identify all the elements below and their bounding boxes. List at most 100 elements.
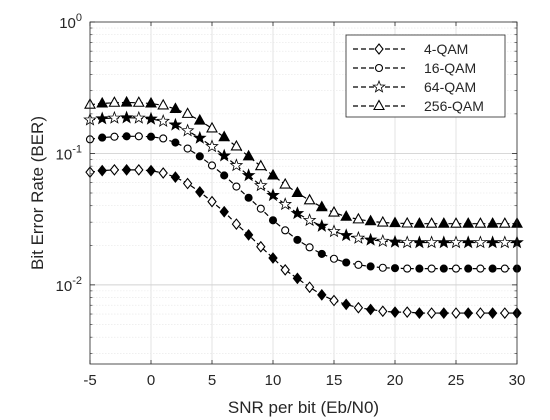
data-point xyxy=(146,164,156,177)
data-point xyxy=(329,294,339,307)
data-point xyxy=(121,163,132,176)
data-point xyxy=(256,204,265,213)
data-point xyxy=(439,264,448,273)
x-axis-label: SNR per bit (Eb/N0) xyxy=(228,398,379,417)
x-tick-label: -5 xyxy=(83,372,96,389)
data-point xyxy=(390,306,400,319)
data-point xyxy=(439,307,449,319)
data-point xyxy=(110,132,119,141)
legend-label: 256-QAM xyxy=(424,98,484,114)
ticks: -5 0 5 10 15 20 25 30 100 10-1 10-2 xyxy=(56,12,526,389)
data-point xyxy=(291,186,304,198)
data-point xyxy=(389,216,401,228)
data-point xyxy=(120,95,133,107)
data-point xyxy=(339,228,354,242)
series-layer xyxy=(83,95,524,319)
data-point xyxy=(268,216,278,225)
x-tick-label: 25 xyxy=(448,372,465,389)
data-point xyxy=(168,117,183,131)
x-tick-label: 0 xyxy=(147,372,155,389)
data-point xyxy=(476,264,485,273)
data-point xyxy=(217,148,232,162)
data-point xyxy=(302,213,317,227)
data-point xyxy=(242,149,255,161)
data-point xyxy=(158,167,168,179)
data-point xyxy=(327,224,341,238)
legend-label: 64-QAM xyxy=(424,79,476,95)
legend-entry: 4-QAM xyxy=(353,41,468,57)
data-point xyxy=(485,235,500,249)
x-tick-label: 15 xyxy=(326,372,343,389)
data-point xyxy=(426,307,437,319)
legend: 4-QAM 16-QAM 64-QAM 256-QAM xyxy=(345,34,506,118)
data-point xyxy=(232,182,241,191)
legend-marker xyxy=(372,79,386,93)
data-point xyxy=(171,138,180,147)
legend-marker xyxy=(374,63,384,73)
data-point xyxy=(134,132,143,141)
series-line xyxy=(89,135,517,270)
data-point xyxy=(449,235,463,249)
data-point xyxy=(119,110,134,124)
data-point xyxy=(352,212,365,224)
data-point xyxy=(424,235,439,249)
data-point xyxy=(207,161,217,170)
data-point xyxy=(192,130,207,144)
data-point xyxy=(244,193,253,202)
y-axis-label: Bit Error Rate (BER) xyxy=(28,116,47,270)
data-point xyxy=(365,303,376,316)
data-point xyxy=(218,130,231,142)
data-point xyxy=(378,263,387,272)
data-point xyxy=(278,197,293,211)
data-point xyxy=(354,260,363,269)
data-point xyxy=(328,205,340,217)
data-point xyxy=(414,307,425,319)
x-tick-label: 30 xyxy=(509,372,526,389)
data-point xyxy=(219,205,229,218)
data-point xyxy=(498,217,511,228)
data-point xyxy=(181,107,194,118)
data-point xyxy=(96,96,109,108)
data-point xyxy=(145,96,157,108)
data-point xyxy=(290,206,305,220)
data-point xyxy=(376,215,389,227)
data-point xyxy=(182,177,193,190)
data-point xyxy=(229,158,244,172)
data-point xyxy=(378,305,388,318)
grid xyxy=(89,22,518,364)
data-point xyxy=(98,133,107,142)
data-point xyxy=(193,113,206,125)
legend-label: 16-QAM xyxy=(424,60,476,76)
data-point xyxy=(207,195,217,208)
data-point xyxy=(122,132,131,141)
data-point xyxy=(109,163,120,176)
data-point xyxy=(170,171,181,184)
data-point xyxy=(412,235,427,249)
series-line xyxy=(89,101,517,225)
x-tick-label: 5 xyxy=(208,372,216,389)
data-point xyxy=(500,264,509,273)
data-point xyxy=(462,217,475,228)
data-point xyxy=(475,307,486,319)
data-point xyxy=(403,264,412,273)
series-line xyxy=(89,117,517,244)
data-point xyxy=(253,178,268,192)
data-point xyxy=(474,217,487,228)
data-point xyxy=(241,168,256,182)
data-point xyxy=(351,230,366,244)
y-tick-label: 10-1 xyxy=(56,143,82,163)
data-point xyxy=(366,262,375,271)
legend-label: 4-QAM xyxy=(424,41,468,57)
x-tick-label: 20 xyxy=(387,372,404,389)
legend-marker xyxy=(373,99,385,111)
data-point xyxy=(464,264,473,273)
data-point xyxy=(156,114,171,127)
y-tick-label: 100 xyxy=(59,12,82,32)
data-point xyxy=(463,307,473,319)
data-point xyxy=(305,243,314,252)
data-point xyxy=(500,307,510,319)
data-point xyxy=(183,144,192,153)
data-point xyxy=(159,134,168,143)
data-point xyxy=(293,235,302,244)
